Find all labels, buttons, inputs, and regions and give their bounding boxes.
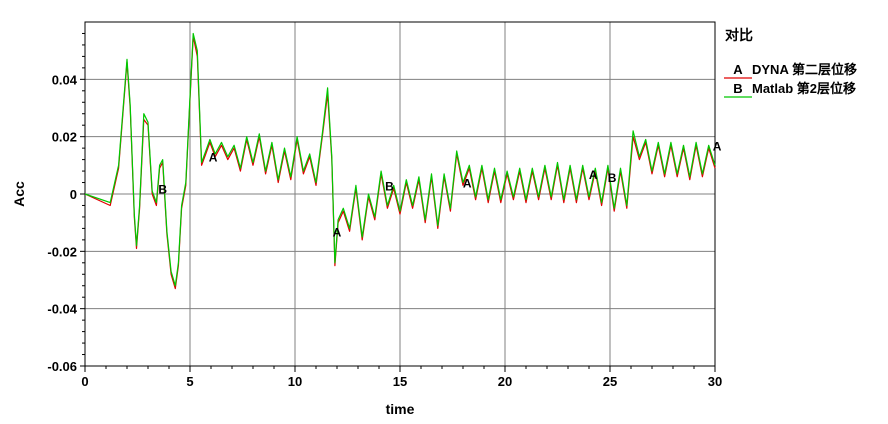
series-marker-label: A: [333, 225, 342, 239]
y-tick-label: -0.04: [47, 302, 77, 317]
x-tick-label: 0: [81, 374, 88, 389]
legend-items: A DYNA 第二层位移 B Matlab 第2层位移: [724, 62, 857, 98]
y-tick-label: 0.02: [52, 130, 77, 145]
x-tick-label: 25: [603, 374, 617, 389]
y-tick-label: -0.06: [47, 359, 77, 374]
series-marker-label: A: [589, 168, 598, 182]
axis-ticks: 0 5 10 15 20 25 30 -0.06 -0.04 -0.02 0 0.02 0.04: [47, 32, 722, 389]
x-axis-label: time: [386, 401, 415, 417]
y-axis-label: Acc: [11, 181, 27, 207]
series-marker-label: A: [463, 177, 472, 191]
series-marker-label: B: [385, 179, 394, 193]
y-tick-label: 0.04: [52, 72, 78, 87]
y-tick-label: 0: [70, 187, 77, 202]
x-tick-label: 30: [708, 374, 722, 389]
series-marker-label: A: [209, 151, 218, 165]
series-layer: [84, 32, 716, 290]
x-tick-label: 20: [498, 374, 512, 389]
legend-entry: Matlab 第2层位移: [752, 81, 856, 96]
x-tick-label: 15: [393, 374, 407, 389]
series-line-b: [84, 32, 716, 287]
series-marker-label: B: [608, 171, 617, 185]
legend-marker: A: [733, 62, 743, 77]
series-marker-label: A: [713, 139, 722, 153]
y-tick-label: -0.02: [47, 244, 77, 259]
legend-title: 对比: [725, 27, 753, 43]
x-tick-label: 5: [186, 374, 193, 389]
legend-marker: B: [733, 81, 742, 96]
legend-entry: DYNA 第二层位移: [752, 62, 857, 77]
legend: 对比 A DYNA 第二层位移 B Matlab 第2层位移: [724, 27, 857, 98]
x-tick-label: 10: [288, 374, 302, 389]
series-marker-label: B: [158, 182, 167, 196]
